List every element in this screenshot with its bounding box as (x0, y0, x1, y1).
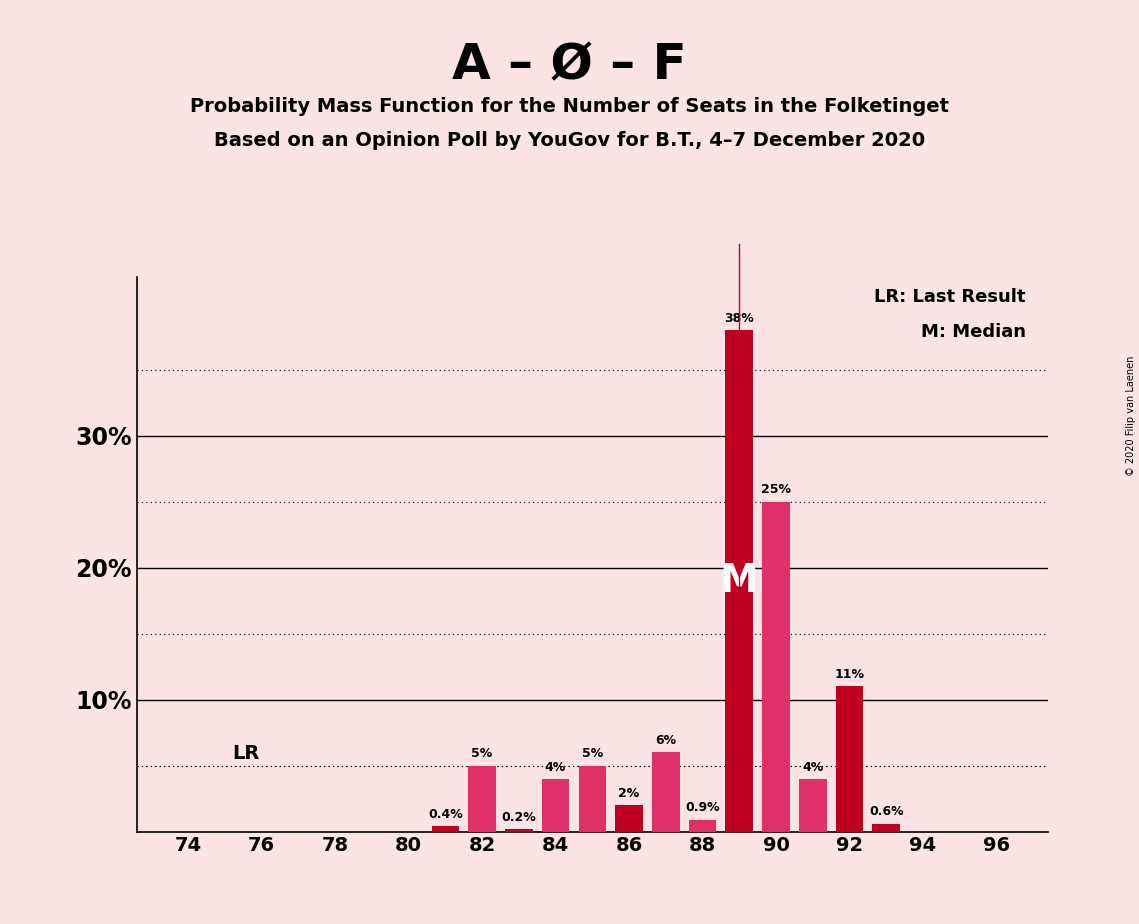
Text: 0.2%: 0.2% (501, 810, 536, 823)
Bar (542, 779, 570, 832)
Text: M: Median: M: Median (920, 323, 1026, 341)
Text: 5%: 5% (472, 748, 493, 760)
Text: Based on an Opinion Poll by YouGov for B.T., 4–7 December 2020: Based on an Opinion Poll by YouGov for B… (214, 131, 925, 151)
Bar (798, 779, 827, 832)
Text: 5%: 5% (582, 748, 603, 760)
Text: 38%: 38% (724, 311, 754, 324)
Text: LR: LR (232, 744, 260, 763)
Text: 0.9%: 0.9% (686, 801, 720, 814)
Text: 4%: 4% (544, 760, 566, 773)
Bar (615, 805, 642, 832)
Text: Probability Mass Function for the Number of Seats in the Folketinget: Probability Mass Function for the Number… (190, 97, 949, 116)
Text: 11%: 11% (835, 668, 865, 681)
Bar (872, 823, 900, 832)
Bar (726, 330, 753, 832)
Text: 0.6%: 0.6% (869, 806, 903, 819)
Bar (836, 687, 863, 832)
Text: 2%: 2% (618, 787, 640, 800)
Text: A – Ø – F: A – Ø – F (452, 42, 687, 90)
Bar (432, 826, 459, 832)
Bar (689, 820, 716, 832)
Text: 25%: 25% (761, 483, 790, 496)
Text: 0.4%: 0.4% (428, 808, 462, 821)
Bar (762, 502, 789, 832)
Bar (652, 752, 680, 832)
Text: M: M (720, 562, 759, 600)
Text: 4%: 4% (802, 760, 823, 773)
Text: 6%: 6% (655, 735, 677, 748)
Bar (505, 829, 533, 832)
Bar (579, 766, 606, 832)
Text: © 2020 Filip van Laenen: © 2020 Filip van Laenen (1126, 356, 1136, 476)
Text: LR: Last Result: LR: Last Result (875, 287, 1026, 306)
Bar (468, 766, 495, 832)
